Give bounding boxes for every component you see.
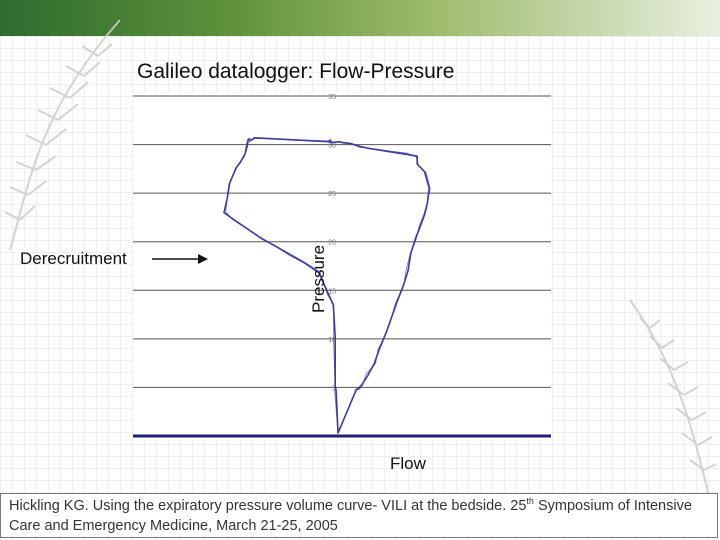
y-tick-label: 25 (328, 191, 336, 198)
flow-pressure-loop-noise (225, 137, 431, 434)
x-axis-label: Flow (390, 454, 426, 473)
chart-canvas: 5 10 15 20 25 30 35 (133, 94, 551, 438)
slide-title: Galileo datalogger: Flow-Pressure (137, 60, 455, 83)
citation-text-continued: Symposium of Intensive Care and Emergenc… (9, 498, 692, 534)
citation-superscript: th (526, 496, 534, 507)
y-tick-label: 35 (328, 94, 336, 101)
y-tick-label: 20 (328, 240, 336, 247)
header-band (0, 0, 720, 36)
flow-pressure-chart: 5 10 15 20 25 30 35 (133, 92, 551, 440)
citation-box: Hickling KG. Using the expiratory pressu… (0, 493, 718, 538)
derecruitment-annotation: Derecruitment (20, 249, 127, 268)
y-tick-label: 30 (328, 143, 336, 150)
y-tick-label: 15 (328, 288, 336, 295)
y-axis-label: Pressure (309, 244, 328, 313)
citation-text: Hickling KG. Using the expiratory pressu… (9, 498, 527, 514)
annotation-arrow-icon (152, 254, 208, 264)
y-tick-label: 5 (332, 385, 336, 392)
y-tick-label: 10 (328, 337, 336, 344)
